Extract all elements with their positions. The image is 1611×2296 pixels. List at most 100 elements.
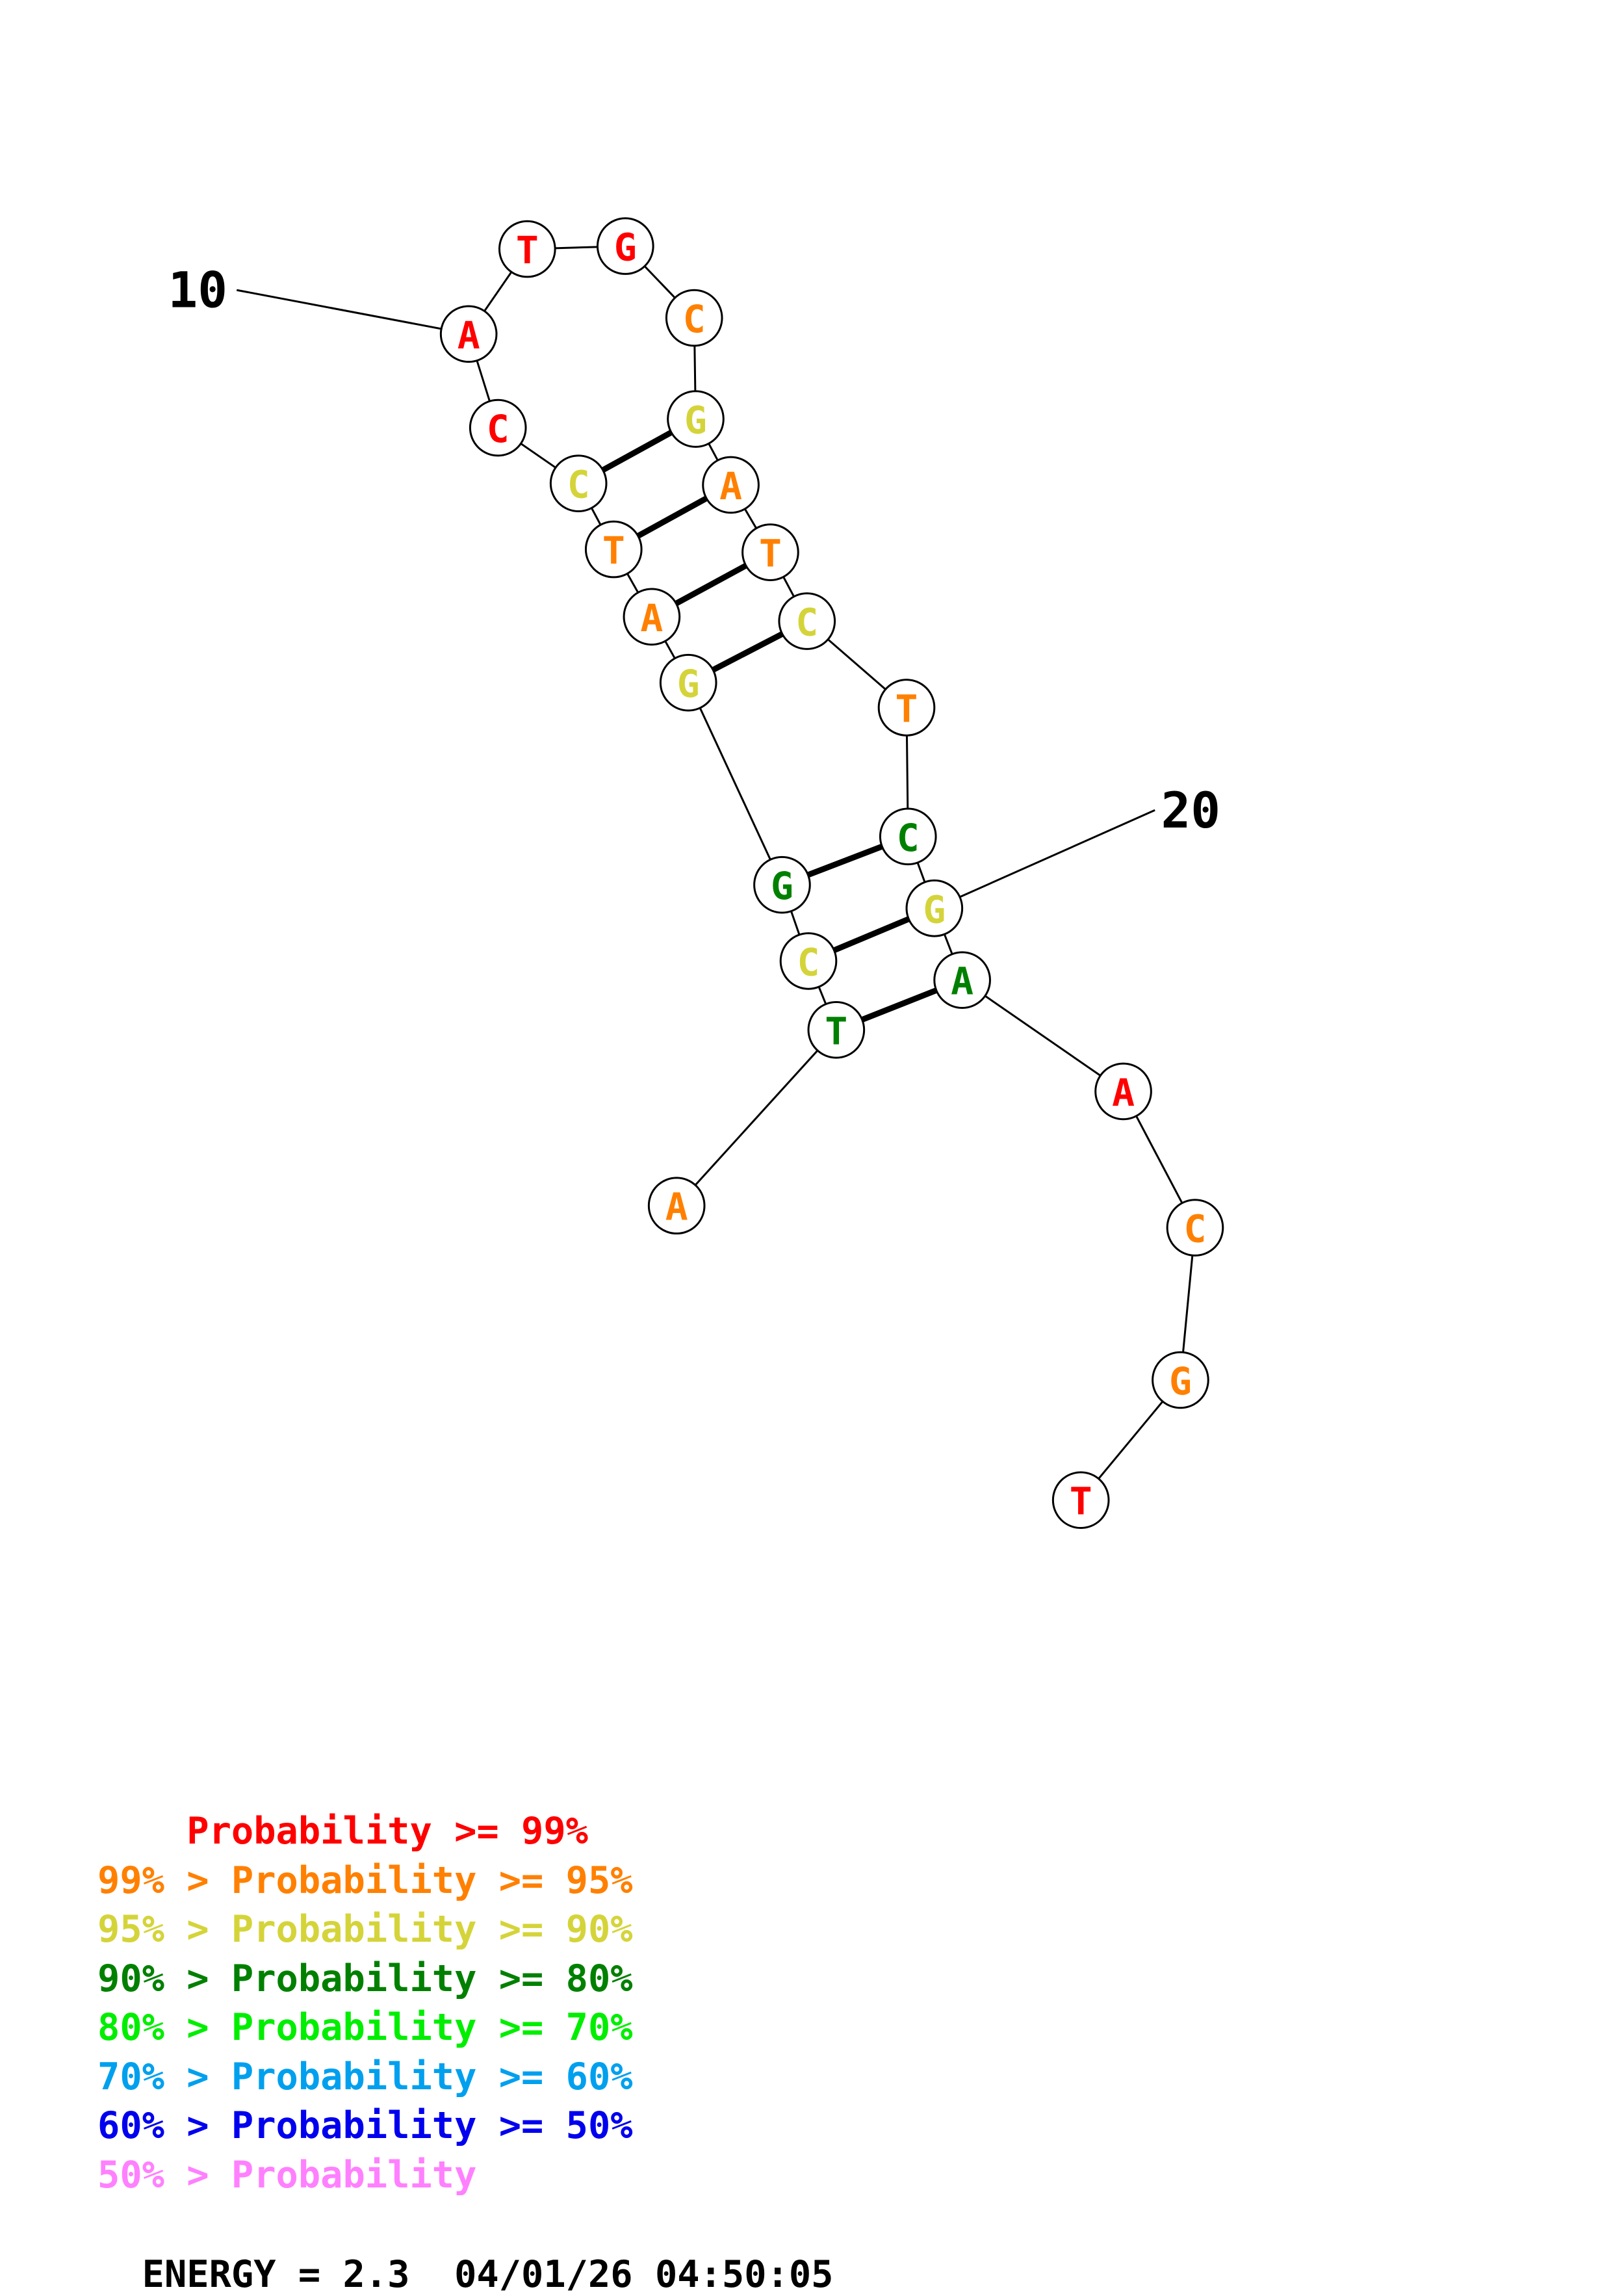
nucleotide-letter: A xyxy=(458,313,480,358)
nucleotide-17: C xyxy=(778,592,836,650)
energy-label: ENERGY = 2.3 xyxy=(142,2253,410,2296)
nucleotide-letter: G xyxy=(614,226,637,270)
legend-text: Probability >= 70% xyxy=(231,2006,633,2049)
nucleotide-6: A xyxy=(623,588,681,646)
nucleotide-letter: T xyxy=(1070,1480,1092,1524)
legend-row: 60% > Probability >= 50% xyxy=(97,2102,633,2151)
nucleotide-circle xyxy=(807,1000,866,1059)
nucleotide-letter: C xyxy=(795,601,818,645)
nucleotide-21: A xyxy=(933,951,991,1010)
nucleotide-5: G xyxy=(659,653,717,712)
nucleotide-letter: T xyxy=(602,528,625,573)
backbone-segment xyxy=(961,979,1124,1093)
position-label: 20 xyxy=(1161,781,1220,839)
legend-text: Probability >= 90% xyxy=(231,1908,633,1951)
nucleotide-1: A xyxy=(647,1177,706,1235)
nucleotide-letter: A xyxy=(1112,1071,1135,1115)
nucleotide-11: T xyxy=(498,220,556,278)
legend-prefix xyxy=(97,1810,187,1853)
nucleotide-9: C xyxy=(469,398,527,457)
nucleotide-circle xyxy=(596,217,654,275)
legend-prefix: 50% > xyxy=(97,2153,231,2197)
legend-row: 90% > Probability >= 80% xyxy=(97,1955,633,2004)
nucleotide-letter: A xyxy=(719,464,742,508)
nucleotide-circle xyxy=(1094,1062,1152,1121)
nucleotide-14: G xyxy=(667,390,725,448)
nucleotide-circle xyxy=(659,653,717,712)
nucleotide-4: G xyxy=(753,855,811,914)
nucleotide-22: A xyxy=(1094,1062,1152,1121)
nucleotide-10: A xyxy=(439,305,498,363)
nucleotide-letter: C xyxy=(487,407,509,451)
position-label-leader xyxy=(236,289,469,335)
nucleotide-letter: C xyxy=(897,816,920,860)
legend-text: Probability >= 80% xyxy=(231,1957,633,2000)
legend-row: 99% > Probability >= 95% xyxy=(97,1857,633,1906)
nucleotide-12: G xyxy=(596,217,654,275)
nucleotide-23: C xyxy=(1166,1199,1224,1257)
legend-prefix: 80% > xyxy=(97,2006,231,2049)
legend-text: Probability >= 95% xyxy=(231,1859,633,1902)
legend-prefix: 90% > xyxy=(97,1957,231,2000)
legend-row: 50% > Probability xyxy=(97,2151,633,2200)
nucleotide-letter: T xyxy=(516,228,539,272)
nucleotide-letter: T xyxy=(896,687,918,731)
nucleotide-circle xyxy=(779,932,838,990)
nucleotide-circle xyxy=(439,305,498,363)
position-label: 10 xyxy=(168,261,227,319)
legend-row: 70% > Probability >= 60% xyxy=(97,2053,633,2102)
nucleotide-circle xyxy=(877,679,936,737)
probability-legend: Probability >= 99% 99% > Probability >= 9… xyxy=(97,1807,633,2200)
legend-prefix: 70% > xyxy=(97,2055,231,2098)
legend-prefix: 95% > xyxy=(97,1908,231,1951)
nucleotide-circle xyxy=(741,523,799,581)
nucleotide-circle xyxy=(549,454,608,513)
nucleotide-letter: G xyxy=(771,864,793,908)
energy-timestamp: 04/01/26 04:50:05 xyxy=(454,2253,834,2296)
nucleotide-letter: C xyxy=(1184,1207,1207,1251)
legend-text: Probability >= 60% xyxy=(231,2055,633,2098)
nucleotide-letter: G xyxy=(677,662,700,706)
legend-prefix: 99% > xyxy=(97,1859,231,1902)
nucleotide-letter: T xyxy=(759,532,782,576)
nucleotide-circle xyxy=(753,855,811,914)
position-label-leader xyxy=(934,809,1155,909)
nucleotide-letter: C xyxy=(797,940,820,984)
legend-row: Probability >= 99% xyxy=(97,1807,633,1857)
legend-row: 80% > Probability >= 70% xyxy=(97,2003,633,2053)
nucleotide-circle xyxy=(1166,1199,1224,1257)
nucleotide-circle xyxy=(1051,1471,1110,1530)
nucleotide-7: T xyxy=(584,520,643,579)
nucleotide-25: T xyxy=(1051,1471,1110,1530)
backbone-segment xyxy=(676,1029,837,1207)
nucleotide-circle xyxy=(584,520,643,579)
nucleotide-circle xyxy=(469,398,527,457)
nucleotide-letter: T xyxy=(825,1009,847,1053)
nucleotide-letter: G xyxy=(1169,1359,1192,1403)
nucleotide-18: T xyxy=(877,679,936,737)
nucleotide-circle xyxy=(498,220,556,278)
nucleotide-3: C xyxy=(779,932,838,990)
nucleotide-24: G xyxy=(1152,1351,1209,1409)
backbone-segment xyxy=(687,682,783,885)
nucleotide-circle xyxy=(623,588,681,646)
nucleotide-2: T xyxy=(807,1000,866,1059)
nucleotide-circle xyxy=(778,592,836,650)
nucleotide-letter: A xyxy=(951,959,973,1004)
nucleotide-circle xyxy=(702,456,760,514)
nucleotide-letter: G xyxy=(684,398,707,443)
nucleotide-8: C xyxy=(549,454,608,513)
nucleotide-letter: G xyxy=(923,887,946,932)
nucleotide-circle xyxy=(665,289,723,347)
legend-prefix: 60% > xyxy=(97,2104,231,2147)
nucleotide-letter: C xyxy=(567,463,590,507)
nucleotide-letter: C xyxy=(683,297,706,341)
legend-row: 95% > Probability >= 90% xyxy=(97,1905,633,1955)
nucleotide-circle xyxy=(1152,1351,1209,1409)
nucleotide-20: G xyxy=(905,879,964,937)
energy-readout: ENERGY = 2.3 04/01/26 04:50:05 xyxy=(97,2210,834,2296)
nucleotide-circle xyxy=(933,951,991,1010)
nucleotide-letter: A xyxy=(665,1185,688,1229)
